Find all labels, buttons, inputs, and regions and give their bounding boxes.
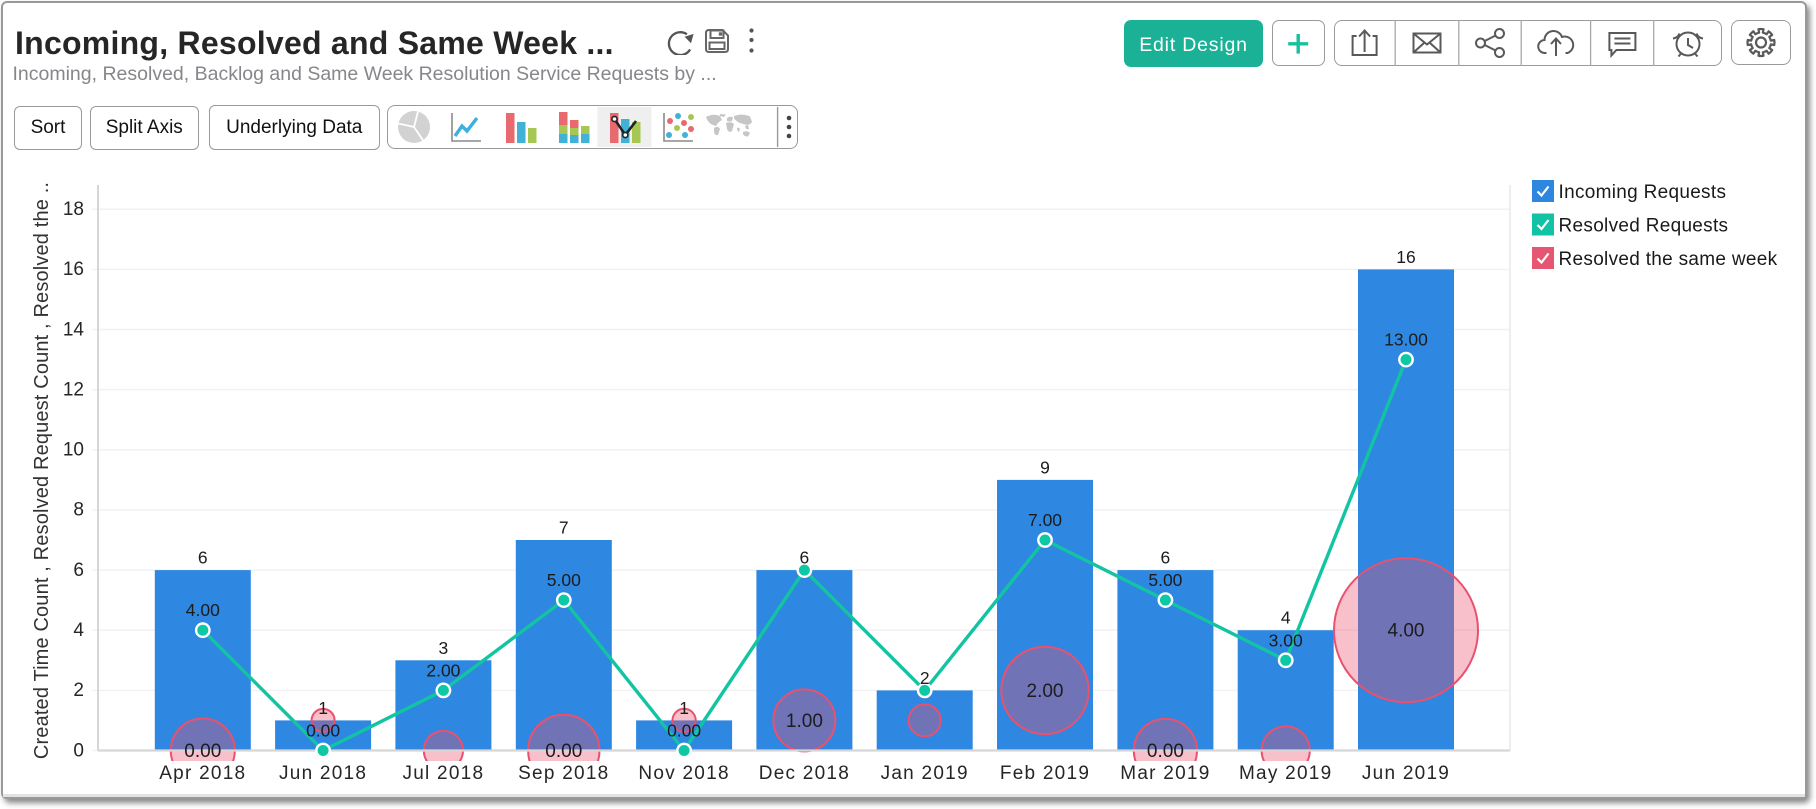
svg-text:0.00: 0.00 bbox=[306, 721, 340, 741]
svg-text:14: 14 bbox=[63, 319, 85, 340]
svg-text:0.00: 0.00 bbox=[1147, 741, 1184, 762]
svg-text:10: 10 bbox=[63, 440, 84, 461]
svg-text:2.00: 2.00 bbox=[426, 660, 460, 680]
svg-text:Apr 2018: Apr 2018 bbox=[159, 763, 246, 784]
svg-text:2: 2 bbox=[73, 680, 84, 701]
svg-text:6: 6 bbox=[1161, 548, 1171, 568]
svg-text:0.00: 0.00 bbox=[545, 741, 582, 762]
svg-text:1.00: 1.00 bbox=[786, 711, 823, 732]
svg-text:2.00: 2.00 bbox=[1027, 681, 1064, 702]
svg-text:9: 9 bbox=[1040, 457, 1050, 477]
svg-text:0.00: 0.00 bbox=[184, 741, 221, 762]
svg-text:Sep 2018: Sep 2018 bbox=[518, 763, 609, 784]
svg-text:Jun 2018: Jun 2018 bbox=[279, 763, 367, 784]
svg-text:1: 1 bbox=[318, 698, 328, 718]
svg-text:1: 1 bbox=[679, 698, 689, 718]
svg-text:Incoming Requests: Incoming Requests bbox=[1559, 182, 1727, 203]
svg-text:Resolved the same week: Resolved the same week bbox=[1559, 249, 1778, 270]
svg-text:Nov 2018: Nov 2018 bbox=[638, 763, 729, 784]
svg-text:Mar 2019: Mar 2019 bbox=[1120, 763, 1210, 784]
svg-text:5.00: 5.00 bbox=[547, 570, 581, 590]
svg-text:6: 6 bbox=[198, 548, 208, 568]
svg-text:4: 4 bbox=[1281, 608, 1291, 628]
svg-text:Jan 2019: Jan 2019 bbox=[881, 763, 969, 784]
svg-text:May 2019: May 2019 bbox=[1239, 763, 1332, 784]
svg-text:18: 18 bbox=[63, 199, 84, 220]
svg-text:Jun 2019: Jun 2019 bbox=[1362, 763, 1450, 784]
svg-text:7: 7 bbox=[559, 518, 569, 538]
svg-text:Jul 2018: Jul 2018 bbox=[402, 763, 484, 784]
svg-text:12: 12 bbox=[63, 380, 84, 401]
svg-text:16: 16 bbox=[63, 259, 84, 280]
svg-text:16: 16 bbox=[1396, 247, 1415, 267]
svg-text:3.00: 3.00 bbox=[1269, 630, 1303, 650]
svg-text:4.00: 4.00 bbox=[1388, 621, 1425, 642]
svg-text:3: 3 bbox=[439, 638, 449, 658]
svg-text:4: 4 bbox=[73, 620, 84, 641]
svg-text:Resolved Requests: Resolved Requests bbox=[1559, 215, 1729, 236]
svg-text:Dec 2018: Dec 2018 bbox=[759, 763, 850, 784]
svg-text:13.00: 13.00 bbox=[1384, 330, 1428, 350]
svg-text:5.00: 5.00 bbox=[1148, 570, 1182, 590]
svg-text:2: 2 bbox=[920, 668, 930, 688]
svg-text:7.00: 7.00 bbox=[1028, 510, 1062, 530]
svg-text:6: 6 bbox=[800, 548, 810, 568]
svg-text:Created Time Count , Resolved: Created Time Count , Resolved Request Co… bbox=[31, 182, 53, 759]
svg-text:0: 0 bbox=[73, 740, 84, 761]
svg-text:Feb 2019: Feb 2019 bbox=[1000, 763, 1090, 784]
svg-text:0.00: 0.00 bbox=[667, 721, 701, 741]
svg-text:8: 8 bbox=[73, 500, 84, 521]
svg-text:4.00: 4.00 bbox=[186, 600, 220, 620]
svg-text:6: 6 bbox=[73, 560, 84, 581]
